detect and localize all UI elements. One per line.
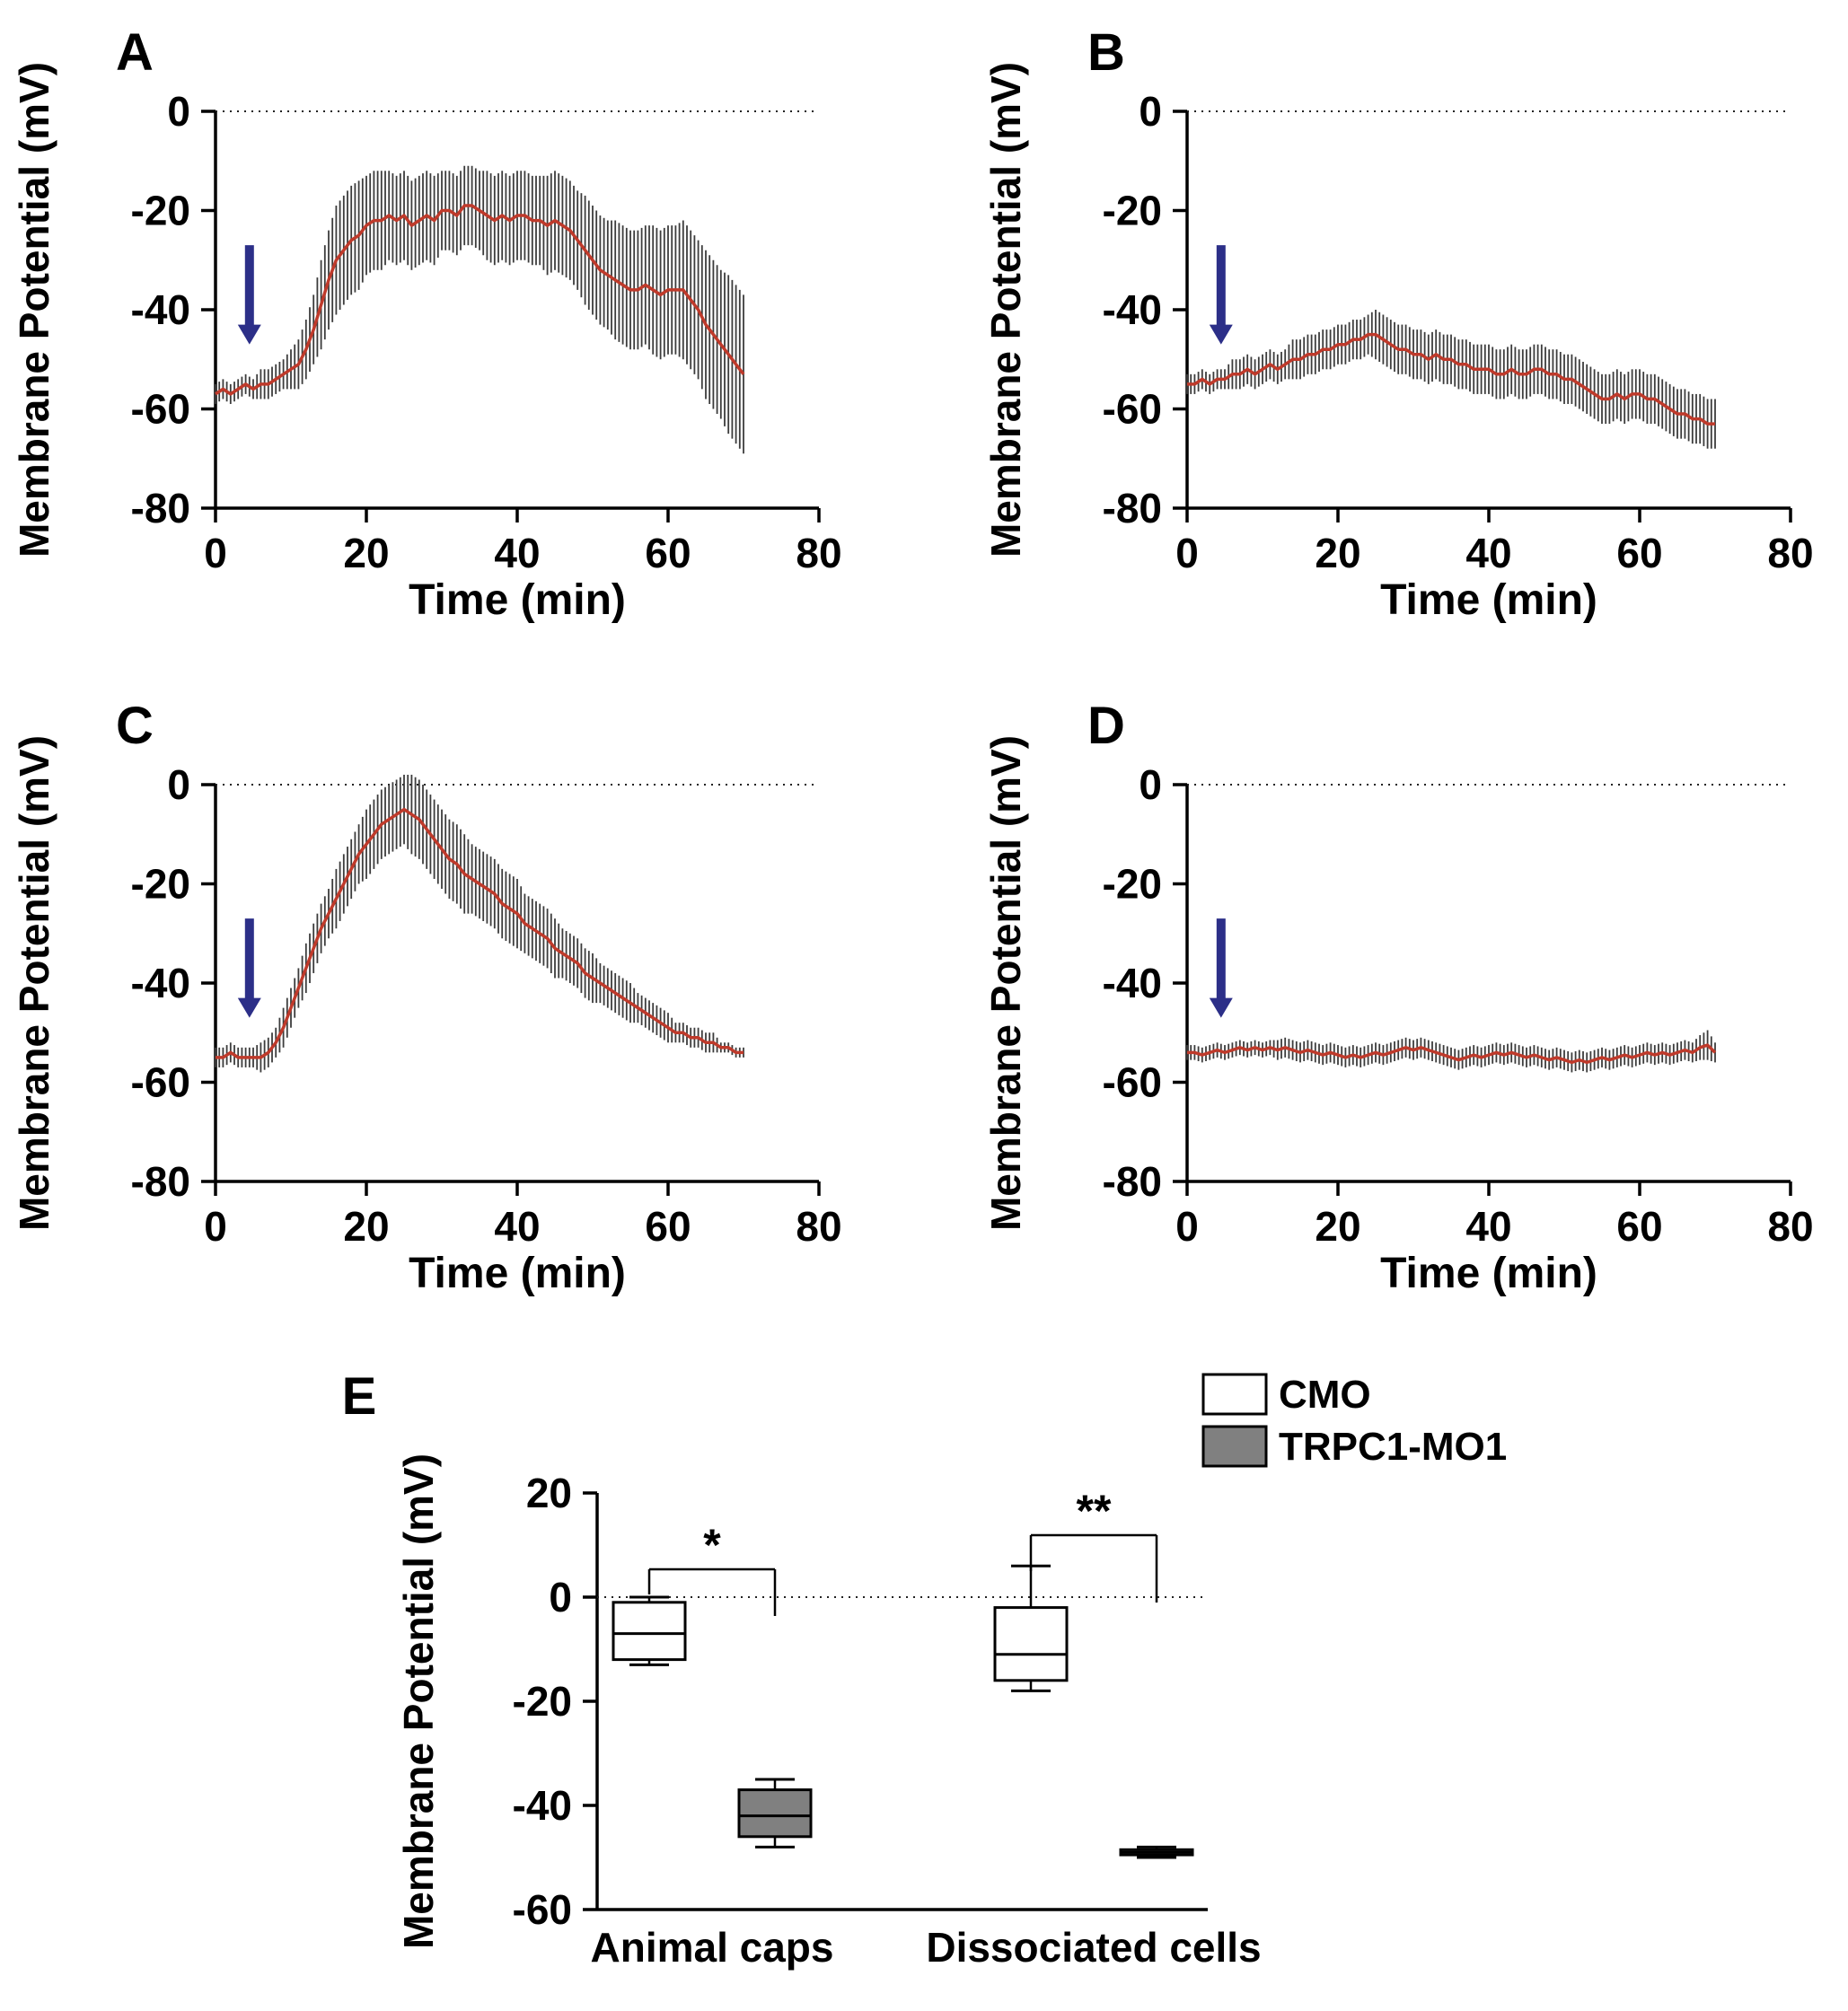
svg-text:-60: -60 — [513, 1886, 572, 1933]
svg-text:**: ** — [1077, 1486, 1112, 1536]
svg-text:-40: -40 — [131, 286, 190, 333]
svg-text:Membrane Potential (mV): Membrane Potential (mV) — [982, 62, 1029, 558]
svg-text:-60: -60 — [1103, 1059, 1162, 1106]
svg-text:60: 60 — [645, 1203, 691, 1250]
svg-text:20: 20 — [343, 530, 389, 576]
svg-text:-80: -80 — [131, 1158, 190, 1205]
svg-text:Dissociated cells: Dissociated cells — [926, 1924, 1261, 1971]
svg-text:-40: -40 — [131, 960, 190, 1006]
panel-c-line-chart: C Membrane Potential (mV) Time (min) 0 -20 -4… — [11, 697, 842, 1297]
svg-text:TRPC1-MO1: TRPC1-MO1 — [1279, 1425, 1507, 1469]
svg-text:Time (min): Time (min) — [1380, 576, 1597, 624]
svg-text:-60: -60 — [1103, 386, 1162, 433]
svg-text:40: 40 — [1465, 1203, 1511, 1250]
svg-text:60: 60 — [1616, 1203, 1662, 1250]
svg-text:80: 80 — [796, 1203, 841, 1250]
svg-text:-80: -80 — [131, 485, 190, 531]
svg-text:-80: -80 — [1103, 485, 1162, 531]
svg-text:Membrane Potential (mV): Membrane Potential (mV) — [982, 735, 1029, 1231]
svg-text:20: 20 — [343, 1203, 389, 1250]
svg-text:C: C — [116, 697, 154, 755]
svg-text:0: 0 — [549, 1574, 572, 1620]
svg-text:20: 20 — [1315, 1203, 1360, 1250]
svg-text:Time (min): Time (min) — [409, 1250, 626, 1297]
svg-text:-20: -20 — [1103, 861, 1162, 908]
svg-text:D: D — [1087, 697, 1125, 755]
svg-text:Membrane Potential (mV): Membrane Potential (mV) — [395, 1453, 442, 1949]
svg-text:0: 0 — [1139, 88, 1162, 135]
panel-a-line-chart: A Membrane Potential (mV) Time (min) 0 -20 -4… — [11, 23, 842, 624]
svg-text:A: A — [116, 23, 154, 82]
svg-text:0: 0 — [167, 761, 190, 808]
svg-text:80: 80 — [1767, 530, 1813, 576]
svg-text:-20: -20 — [131, 861, 190, 908]
panel-e-boxplot: E Membrane Potential (mV) 20 0 -20 -40 -60 Anim… — [342, 1367, 1508, 1971]
svg-text:-60: -60 — [131, 1059, 190, 1106]
svg-text:0: 0 — [204, 1203, 227, 1250]
svg-text:-40: -40 — [1103, 960, 1162, 1006]
svg-text:40: 40 — [494, 1203, 540, 1250]
svg-text:-20: -20 — [1103, 188, 1162, 234]
svg-text:Animal caps: Animal caps — [591, 1924, 834, 1971]
svg-text:-40: -40 — [1103, 286, 1162, 333]
svg-text:-40: -40 — [513, 1782, 572, 1829]
svg-text:0: 0 — [1175, 1203, 1199, 1250]
svg-text:20: 20 — [1315, 530, 1360, 576]
svg-text:20: 20 — [526, 1470, 572, 1516]
panel-d-line-chart: D Membrane Potential (mV) Time (min) 0 -20 -4… — [982, 697, 1814, 1297]
svg-text:80: 80 — [1767, 1203, 1813, 1250]
svg-text:Membrane Potential (mV): Membrane Potential (mV) — [11, 735, 57, 1231]
svg-text:40: 40 — [494, 530, 540, 576]
svg-text:0: 0 — [167, 88, 190, 135]
svg-text:-20: -20 — [513, 1678, 572, 1725]
svg-text:CMO: CMO — [1279, 1373, 1371, 1417]
svg-text:60: 60 — [1616, 530, 1662, 576]
svg-text:80: 80 — [796, 530, 841, 576]
svg-text:Membrane Potential (mV): Membrane Potential (mV) — [11, 62, 57, 558]
svg-text:Time (min): Time (min) — [1380, 1250, 1597, 1297]
svg-text:60: 60 — [645, 530, 691, 576]
svg-text:Time (min): Time (min) — [409, 576, 626, 624]
svg-text:*: * — [703, 1520, 721, 1570]
svg-text:40: 40 — [1465, 530, 1511, 576]
svg-text:0: 0 — [204, 530, 227, 576]
svg-text:-20: -20 — [131, 188, 190, 234]
svg-text:B: B — [1087, 23, 1125, 82]
svg-text:0: 0 — [1139, 761, 1162, 808]
panel-b-line-chart: B Membrane Potential (mV) Time (min) 0 -20 -4… — [982, 23, 1814, 624]
svg-text:-60: -60 — [131, 386, 190, 433]
svg-text:0: 0 — [1175, 530, 1199, 576]
svg-text:-80: -80 — [1103, 1158, 1162, 1205]
svg-text:E: E — [342, 1367, 377, 1426]
